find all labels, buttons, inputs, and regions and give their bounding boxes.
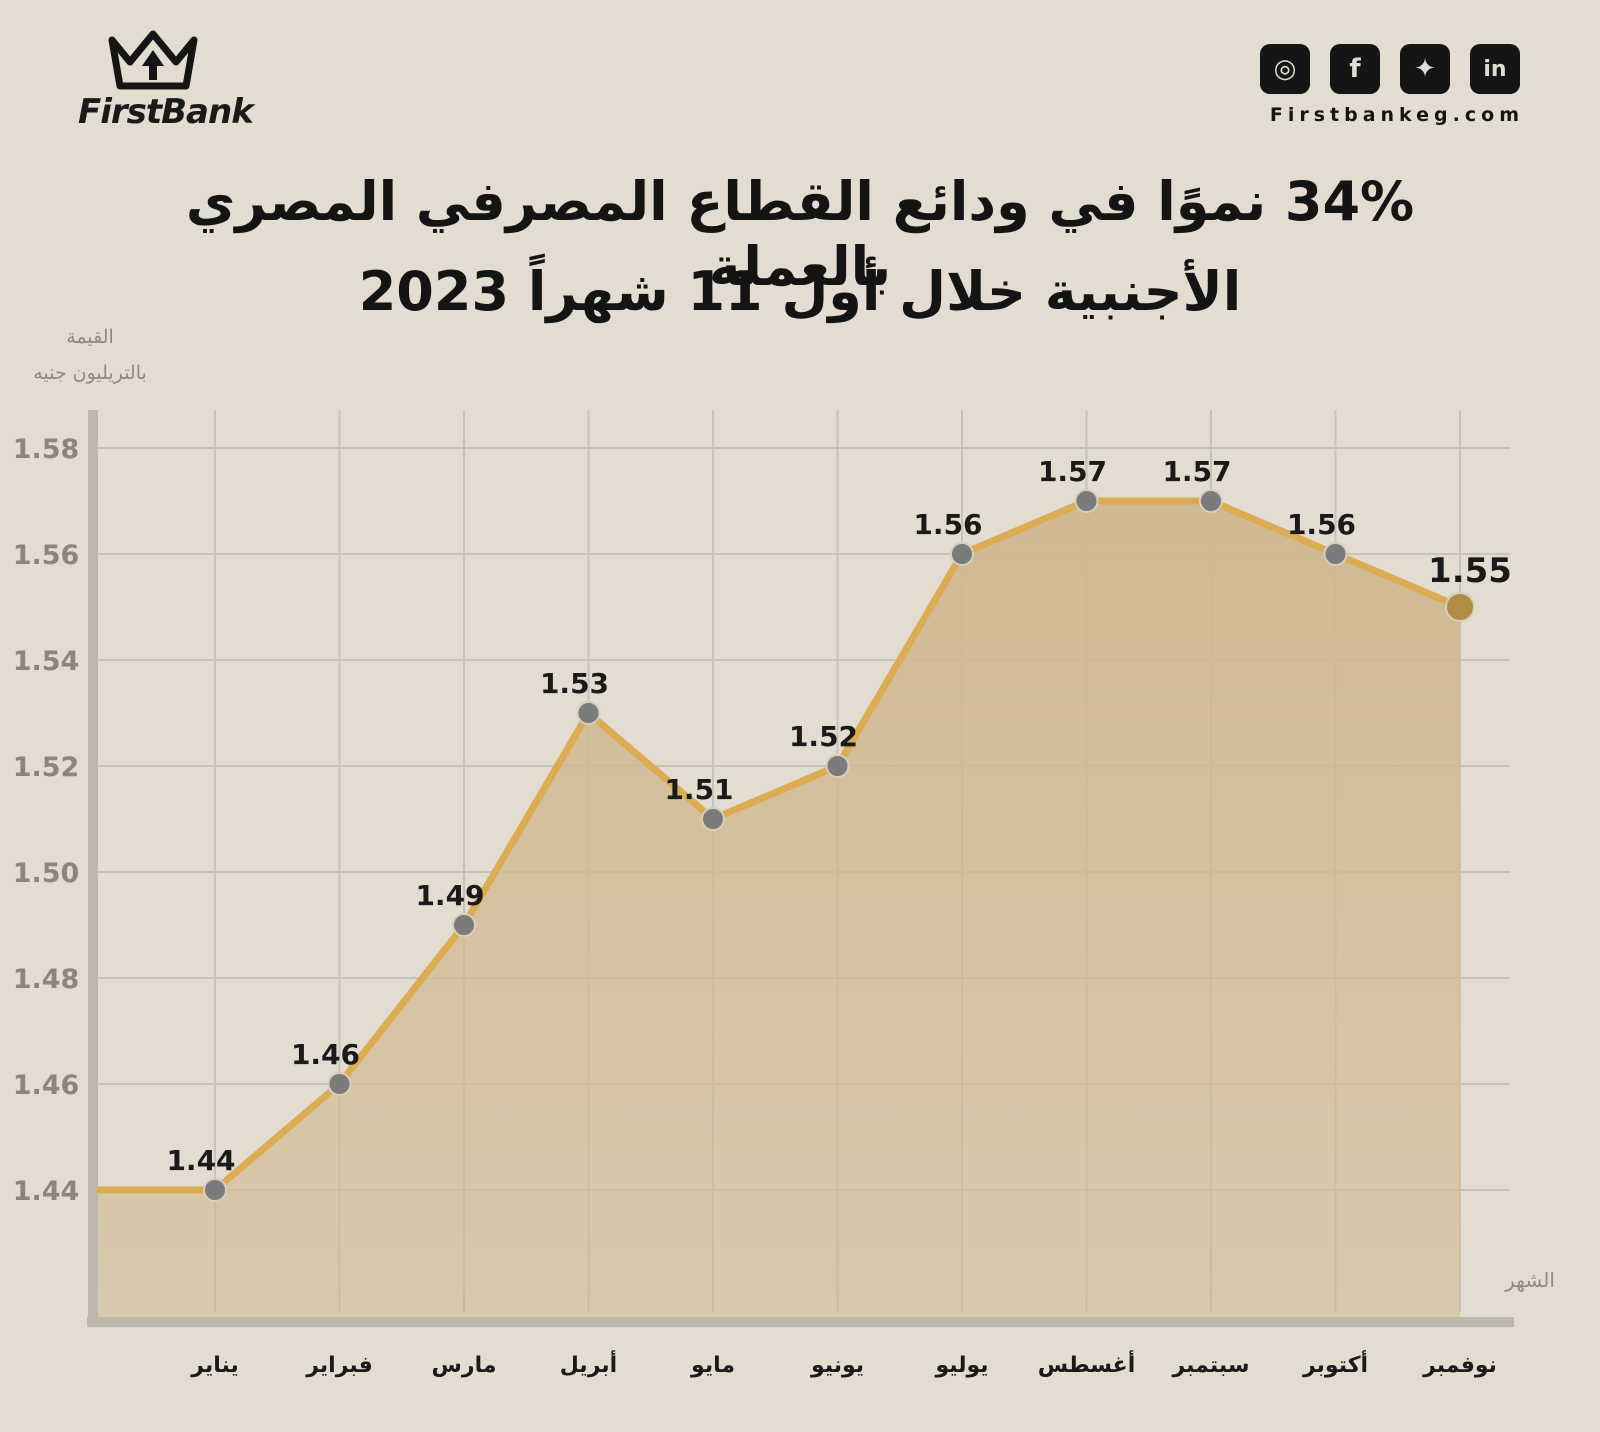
x-axis-label: الشهر <box>1504 1268 1555 1292</box>
x-tick-label: يونيو <box>810 1353 864 1378</box>
data-point <box>1199 489 1223 513</box>
firstbank-logo: FirstBank <box>70 28 254 138</box>
crown-icon <box>108 30 198 90</box>
y-tick-label: 1.46 <box>13 1070 80 1101</box>
data-label: 1.52 <box>789 720 858 753</box>
social-links: ◎ f ✦ in <box>1260 44 1520 94</box>
page-title-line-1: 34% نموًا في ودائع القطاع المصرفي المصري… <box>185 170 1415 298</box>
data-label: 1.57 <box>1038 455 1107 488</box>
data-point <box>1074 489 1099 513</box>
series-line <box>97 497 1462 1194</box>
x-tick-label: مايو <box>690 1353 735 1378</box>
y-tick-label: 1.56 <box>13 540 80 571</box>
y-tick-label: 1.52 <box>13 752 80 783</box>
y-tick-label: 1.54 <box>13 646 80 677</box>
data-point <box>950 542 974 566</box>
y-tick-label: 1.50 <box>13 858 80 889</box>
x-tick-label: سبتمبر <box>1171 1353 1249 1378</box>
x-tick-label: أغسطس <box>1038 1349 1136 1378</box>
x-tick-label: نوفمبر <box>1422 1353 1497 1378</box>
linkedin-icon[interactable]: in <box>1470 44 1520 94</box>
x-tick-label: مارس <box>432 1353 497 1378</box>
twitter-icon[interactable]: ✦ <box>1400 44 1450 94</box>
x-tick-label: أكتوبر <box>1302 1349 1368 1378</box>
data-label: 1.51 <box>664 773 733 806</box>
website-url[interactable]: Firstbankeg.com <box>1269 104 1524 126</box>
facebook-icon[interactable]: f <box>1330 44 1380 94</box>
data-point <box>825 754 850 778</box>
data-point <box>203 1178 227 1202</box>
x-tick-label: يوليو <box>934 1353 988 1378</box>
data-label: 1.56 <box>1287 508 1356 541</box>
data-label: 1.57 <box>1162 455 1231 488</box>
page-title-line-2: الأجنبية خلال أول 11 شهراً 2023 <box>358 260 1242 323</box>
data-point <box>1323 542 1348 566</box>
brand-name: FirstBank <box>78 92 254 132</box>
x-tick-label: فبراير <box>305 1353 373 1378</box>
x-tick-label: أبريل <box>560 1349 617 1378</box>
y-tick-label: 1.48 <box>13 964 80 995</box>
data-label: 1.56 <box>913 508 982 541</box>
data-point <box>452 913 476 937</box>
y-tick-label: 1.58 <box>13 434 80 465</box>
data-label: 1.49 <box>415 879 484 912</box>
data-point <box>576 701 601 725</box>
instagram-icon[interactable]: ◎ <box>1260 44 1310 94</box>
y-axis-unit: بالتريليون جنيه <box>33 362 147 384</box>
x-tick-label: يناير <box>190 1353 238 1378</box>
data-label: 1.55 <box>1428 551 1512 591</box>
data-label: 1.44 <box>166 1144 235 1177</box>
y-tick-label: 1.44 <box>13 1176 80 1207</box>
data-label: 1.53 <box>540 667 609 700</box>
data-point <box>327 1072 352 1096</box>
data-point <box>1445 592 1475 622</box>
y-axis-label: القيمة <box>66 326 114 348</box>
data-point <box>701 807 725 831</box>
data-label: 1.46 <box>291 1038 360 1071</box>
area-fill <box>97 501 1460 1318</box>
